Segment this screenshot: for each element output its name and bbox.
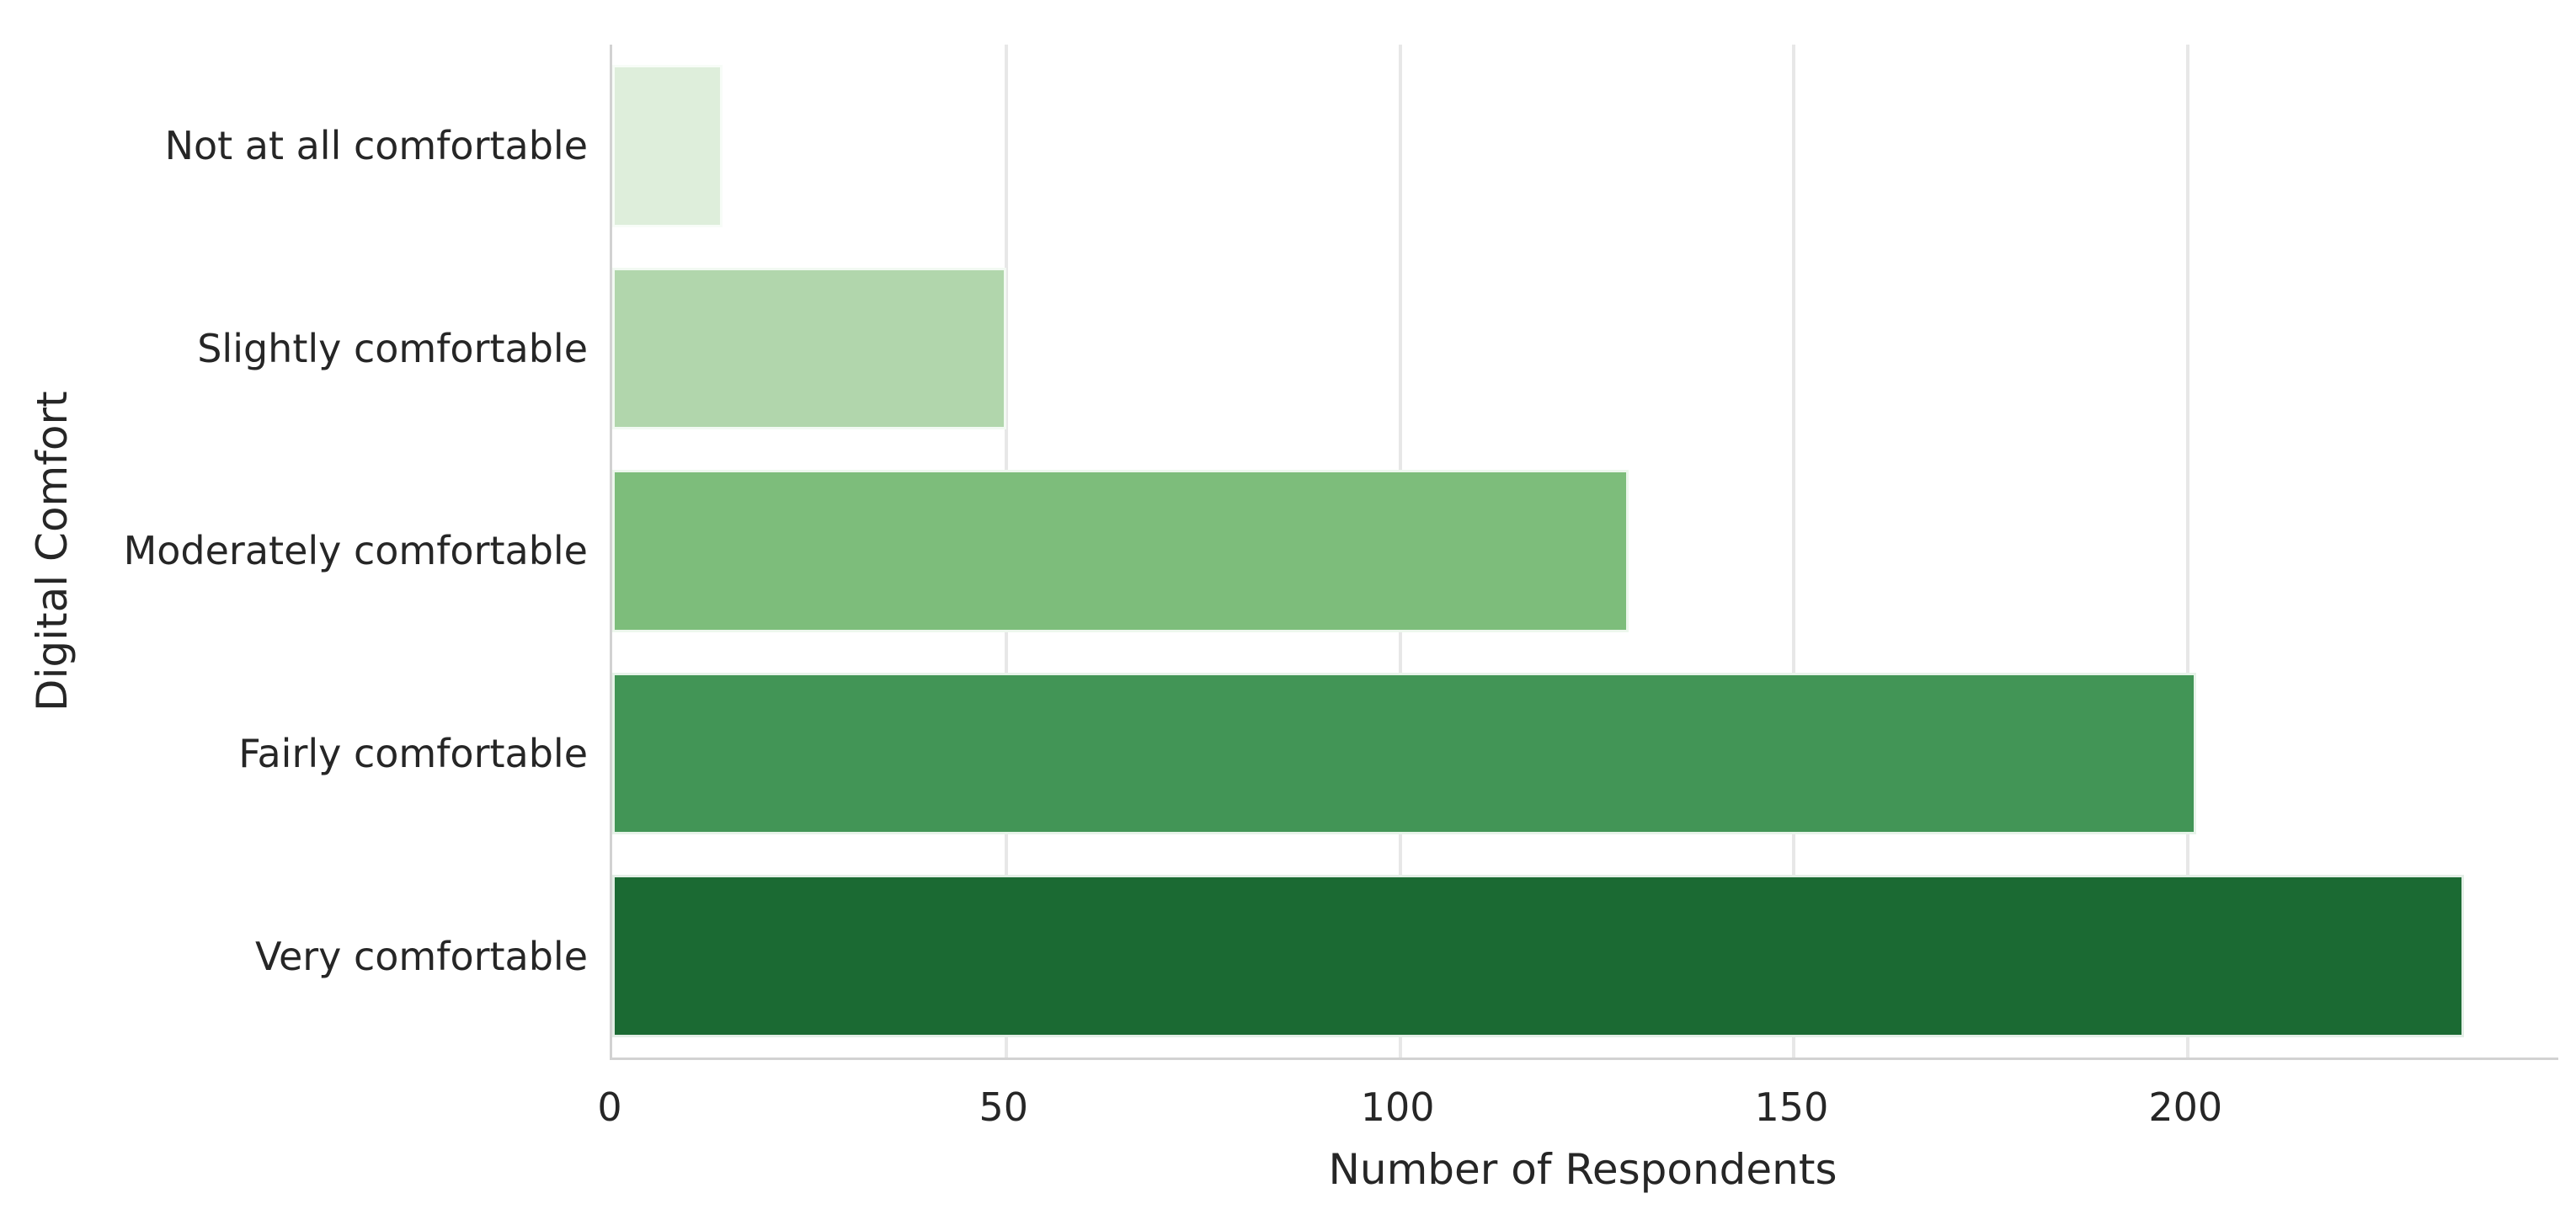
- bar-row: [612, 45, 2558, 248]
- category-label-not-at-all-comfortable: Not at all comfortable: [164, 123, 588, 169]
- x-axis-title: Number of Respondents: [1328, 1145, 1837, 1194]
- x-tick-label-150: 150: [1754, 1084, 1829, 1130]
- bar-row: [612, 653, 2558, 855]
- gridline-x-150: [1792, 45, 1796, 1058]
- bar-not-at-all-comfortable: [612, 65, 723, 227]
- bar-fairly-comfortable: [612, 672, 2196, 835]
- x-tick-label-0: 0: [597, 1084, 622, 1130]
- category-label-slightly-comfortable: Slightly comfortable: [197, 325, 588, 371]
- bar-row: [612, 450, 2558, 653]
- bar-slightly-comfortable: [612, 267, 1006, 430]
- category-label-fairly-comfortable: Fairly comfortable: [238, 731, 588, 777]
- bars-layer: [612, 45, 2558, 1058]
- gridline-x-200: [2186, 45, 2190, 1058]
- bar-moderately-comfortable: [612, 470, 1629, 632]
- x-tick-label-50: 50: [979, 1084, 1029, 1130]
- bar-row: [612, 855, 2558, 1058]
- x-axis-tick-labels: 0 50 100 150 200: [597, 1084, 2556, 1137]
- y-axis-title: Digital Comfort: [28, 391, 77, 711]
- plot-area: [610, 45, 2558, 1060]
- y-axis-category-labels: Not at all comfortable Slightly comfortab…: [93, 45, 588, 1058]
- category-label-moderately-comfortable: Moderately comfortable: [123, 528, 588, 574]
- bar-very-comfortable: [612, 875, 2464, 1037]
- x-tick-label-100: 100: [1360, 1084, 1435, 1130]
- bar-row: [612, 248, 2558, 450]
- category-label-very-comfortable: Very comfortable: [255, 933, 588, 979]
- x-tick-label-200: 200: [2148, 1084, 2223, 1130]
